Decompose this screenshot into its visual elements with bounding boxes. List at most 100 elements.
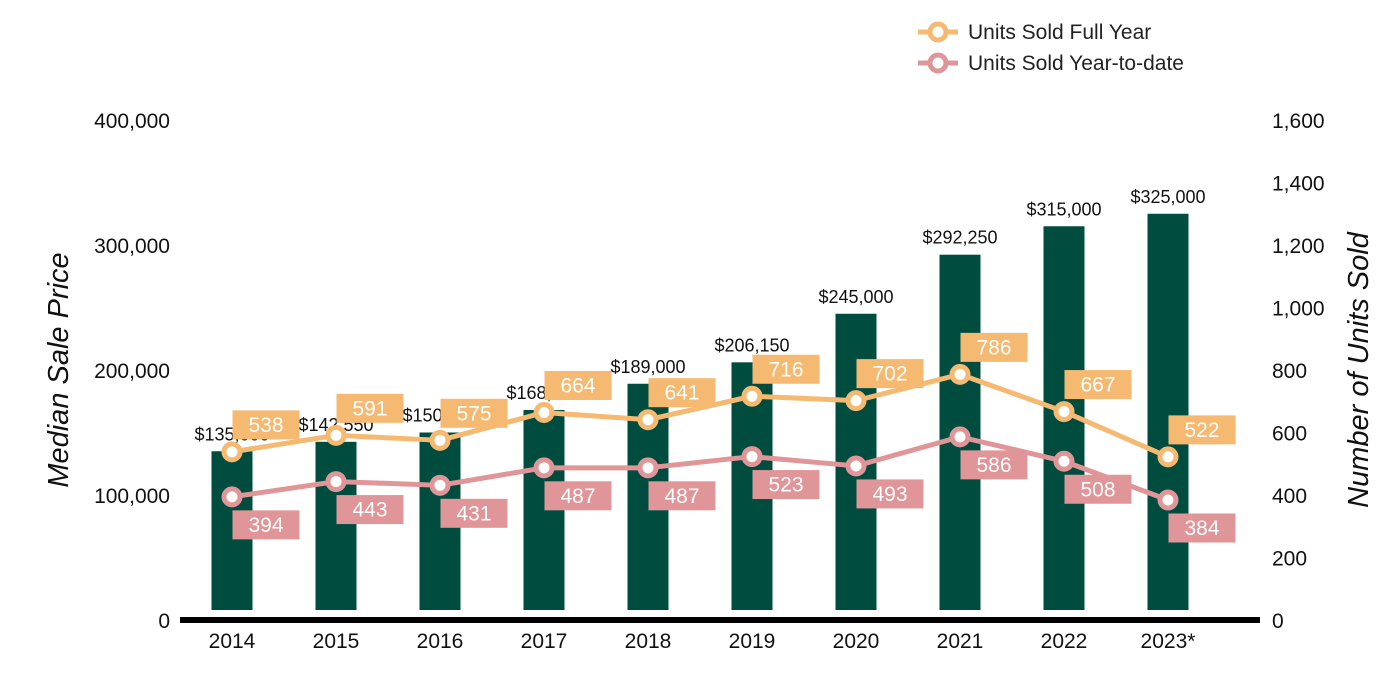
series-2-label-box-2015 bbox=[336, 495, 404, 525]
y2-tick-label: 1,400 bbox=[1272, 173, 1325, 196]
series-2-marker-2019 bbox=[741, 446, 763, 468]
series-2-marker-2014 bbox=[221, 486, 243, 508]
series-2-label-box-2018 bbox=[648, 481, 716, 511]
bar-value-label-2022: $315,000 bbox=[1026, 199, 1101, 219]
legend: Units Sold Full Year Units Sold Year-to-d… bbox=[918, 21, 1184, 75]
series-2-label-box-2021 bbox=[960, 450, 1028, 480]
series-2-value-label-2023*: 384 bbox=[1184, 517, 1219, 540]
series-2-value-label-2022: 508 bbox=[1080, 478, 1115, 501]
y-tick-label: 400,000 bbox=[94, 110, 170, 133]
y2-tick-label: 0 bbox=[1272, 610, 1284, 633]
series-1-value-label-2015: 591 bbox=[352, 397, 387, 420]
series-2-marker-2023* bbox=[1157, 489, 1179, 511]
series-1-label-box-2020 bbox=[856, 359, 924, 389]
series-1-label-box-2016 bbox=[440, 398, 508, 428]
series-1-label-box-2015 bbox=[336, 393, 404, 423]
series-1-value-label-2018: 641 bbox=[664, 382, 699, 405]
y-tick-label: 100,000 bbox=[94, 485, 170, 508]
series-1-marker-2014 bbox=[221, 441, 243, 463]
series-1-value-label-2014: 538 bbox=[248, 414, 283, 437]
series-2-value-label-2016: 431 bbox=[456, 502, 491, 525]
legend-marker-1 bbox=[927, 21, 949, 43]
x-tick-label-2015: 2015 bbox=[313, 630, 360, 653]
x-tick-label-2018: 2018 bbox=[625, 630, 672, 653]
y2-tick-label: 1,000 bbox=[1272, 298, 1325, 321]
series-2-label-box-2020 bbox=[856, 479, 924, 509]
y-tick-label: 200,000 bbox=[94, 360, 170, 383]
bar-labels-layer: $135,000$142,550$150,000$168,000$189,000… bbox=[194, 187, 1205, 445]
x-tick-label-2017: 2017 bbox=[521, 630, 568, 653]
series-2-marker-2020 bbox=[845, 455, 867, 477]
x-tick-label-2020: 2020 bbox=[833, 630, 880, 653]
series-2-label-box-2014 bbox=[232, 510, 300, 540]
series-1-value-label-2021: 786 bbox=[976, 336, 1011, 359]
series-1-marker-2021 bbox=[949, 363, 971, 385]
series-2-value-label-2020: 493 bbox=[872, 483, 907, 506]
y2-tick-label: 1,600 bbox=[1272, 110, 1325, 133]
series-1-value-label-2023*: 522 bbox=[1184, 419, 1219, 442]
y2-axis-title: Number of Units Sold bbox=[1343, 231, 1375, 507]
x-tick-label-2021: 2021 bbox=[937, 630, 984, 653]
series-2-label-box-2023* bbox=[1168, 513, 1236, 543]
series-1-label-box-2018 bbox=[648, 378, 716, 408]
series-1-label-box-2017 bbox=[544, 371, 612, 400]
series-2-value-label-2019: 523 bbox=[768, 474, 803, 497]
x-tick-label-2022: 2022 bbox=[1041, 630, 1088, 653]
series-2-marker-2016 bbox=[429, 474, 451, 496]
series-1-line bbox=[231, 371, 1169, 460]
bar-value-label-2021: $292,250 bbox=[922, 228, 997, 248]
series-1-label-box-2023* bbox=[1168, 415, 1236, 445]
series-1-value-label-2019: 716 bbox=[768, 358, 803, 381]
series-1-marker-2019 bbox=[741, 385, 763, 407]
series-1-marker-2020 bbox=[845, 390, 867, 412]
x-tick-label-2019: 2019 bbox=[729, 630, 776, 653]
series-1-value-label-2022: 667 bbox=[1080, 374, 1115, 397]
series-2-marker-2015 bbox=[325, 471, 347, 493]
x-tick-label-2023*: 2023* bbox=[1141, 630, 1196, 653]
legend-label-1: Units Sold Full Year bbox=[968, 21, 1151, 44]
y-tick-label: 0 bbox=[158, 610, 170, 633]
bar-2023* bbox=[1147, 213, 1189, 610]
bar-value-label-2019: $206,150 bbox=[714, 335, 789, 355]
series-1-label-box-2022 bbox=[1064, 370, 1132, 400]
series-2-label-box-2017 bbox=[544, 481, 612, 511]
series-2-value-label-2018: 487 bbox=[664, 485, 699, 508]
y2-tick-label: 1,200 bbox=[1272, 235, 1325, 258]
series-2-label-box-2019 bbox=[752, 470, 820, 500]
series-2-label-box-2022 bbox=[1064, 474, 1132, 504]
series-2-marker-2017 bbox=[533, 457, 555, 479]
bars-layer bbox=[211, 213, 1189, 610]
series-2-line bbox=[231, 434, 1169, 503]
bar-2015 bbox=[315, 441, 357, 610]
legend-marker-2 bbox=[927, 52, 949, 74]
y2-tick-label: 400 bbox=[1272, 485, 1307, 508]
series-1-marker-2022 bbox=[1053, 401, 1075, 423]
series-1-marker-2018 bbox=[637, 409, 659, 431]
bar-value-label-2023*: $325,000 bbox=[1130, 187, 1205, 207]
y-axis-title: Median Sale Price bbox=[43, 252, 75, 487]
series-2-marker-2018 bbox=[637, 457, 659, 479]
series-1-marker-2015 bbox=[325, 424, 347, 446]
bar-value-label-2018: $189,000 bbox=[610, 357, 685, 377]
series-1-value-label-2017: 664 bbox=[560, 375, 595, 398]
axis-layer: 2014 2015 2016 2017 2018 2019 2020 2021 2022 2023… bbox=[94, 110, 1324, 653]
y2-tick-label: 800 bbox=[1272, 360, 1307, 383]
series-2-marker-2021 bbox=[949, 426, 971, 448]
legend-label-2: Units Sold Year-to-date bbox=[968, 52, 1184, 75]
series-2-value-label-2015: 443 bbox=[352, 499, 387, 522]
series-1-marker-2023* bbox=[1157, 446, 1179, 468]
series-1-label-box-2014 bbox=[232, 410, 300, 440]
series-1-marker-2016 bbox=[429, 429, 451, 451]
bar-value-label-2020: $245,000 bbox=[818, 287, 893, 307]
series-2-label-box-2016 bbox=[440, 498, 508, 528]
x-tick-label-2016: 2016 bbox=[417, 630, 464, 653]
series-1-marker-2017 bbox=[533, 402, 555, 423]
y2-tick-label: 600 bbox=[1272, 423, 1307, 446]
series-2-value-label-2017: 487 bbox=[560, 485, 595, 508]
y2-tick-label: 200 bbox=[1272, 548, 1307, 571]
series-1-value-label-2016: 575 bbox=[456, 402, 491, 425]
lines-layer: 538 591 575 664 641 716 702 786 667 522 394 443 431 4… bbox=[221, 332, 1236, 543]
y-tick-label: 300,000 bbox=[94, 235, 170, 258]
series-1-label-box-2021 bbox=[960, 332, 1028, 362]
